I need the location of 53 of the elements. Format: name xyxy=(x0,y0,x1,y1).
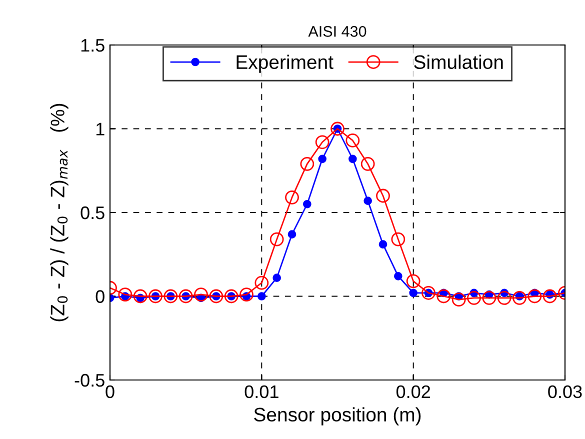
point xyxy=(542,289,557,304)
point xyxy=(452,292,466,307)
point xyxy=(394,272,402,280)
point xyxy=(436,289,451,304)
point xyxy=(409,288,418,298)
y-tick-label: 0.5 xyxy=(80,206,104,220)
legend-label: Simulation xyxy=(414,54,503,70)
point xyxy=(378,240,388,248)
point xyxy=(300,156,314,171)
point xyxy=(391,232,406,246)
point xyxy=(315,135,330,150)
point xyxy=(348,154,357,164)
point xyxy=(330,122,344,136)
point xyxy=(270,232,284,246)
point xyxy=(194,288,208,302)
chart-title: AISI 430 xyxy=(308,26,366,37)
point xyxy=(178,289,193,304)
point xyxy=(272,274,281,282)
point xyxy=(512,290,526,305)
x-axis-title: Sensor position (m) xyxy=(254,407,421,426)
x-tick-label: 0 xyxy=(106,385,114,398)
point xyxy=(133,289,148,304)
y-tick-label: 1.5 xyxy=(81,39,104,52)
point xyxy=(254,276,269,290)
point xyxy=(346,134,360,148)
point xyxy=(285,190,299,204)
point xyxy=(528,289,542,304)
y-tick-label: 0 xyxy=(96,290,104,303)
x-tick-label: 0.01 xyxy=(244,385,278,398)
x-tick-label: 0.02 xyxy=(396,385,430,398)
point xyxy=(240,288,254,302)
point xyxy=(288,230,296,238)
point xyxy=(303,200,312,208)
y-tick-label: 1 xyxy=(96,122,104,136)
point xyxy=(148,289,162,304)
point xyxy=(224,289,238,304)
point xyxy=(209,289,224,304)
point xyxy=(406,274,420,288)
y-tick-label: -0.5 xyxy=(74,374,104,387)
x-tick-label: 0.03 xyxy=(548,385,582,398)
text: (Z$_{0}$ - Z) / (Z$_{0}$ - Z)$_{max}$ (%) xyxy=(50,104,68,322)
legend-label: Experiment xyxy=(236,54,334,73)
point xyxy=(497,290,512,305)
point xyxy=(360,156,375,171)
point xyxy=(422,286,436,300)
point xyxy=(364,196,372,205)
point xyxy=(164,289,178,304)
point xyxy=(258,292,266,300)
point xyxy=(482,290,496,305)
point xyxy=(318,154,326,164)
point xyxy=(467,290,481,305)
point xyxy=(118,288,132,302)
point xyxy=(376,188,390,203)
